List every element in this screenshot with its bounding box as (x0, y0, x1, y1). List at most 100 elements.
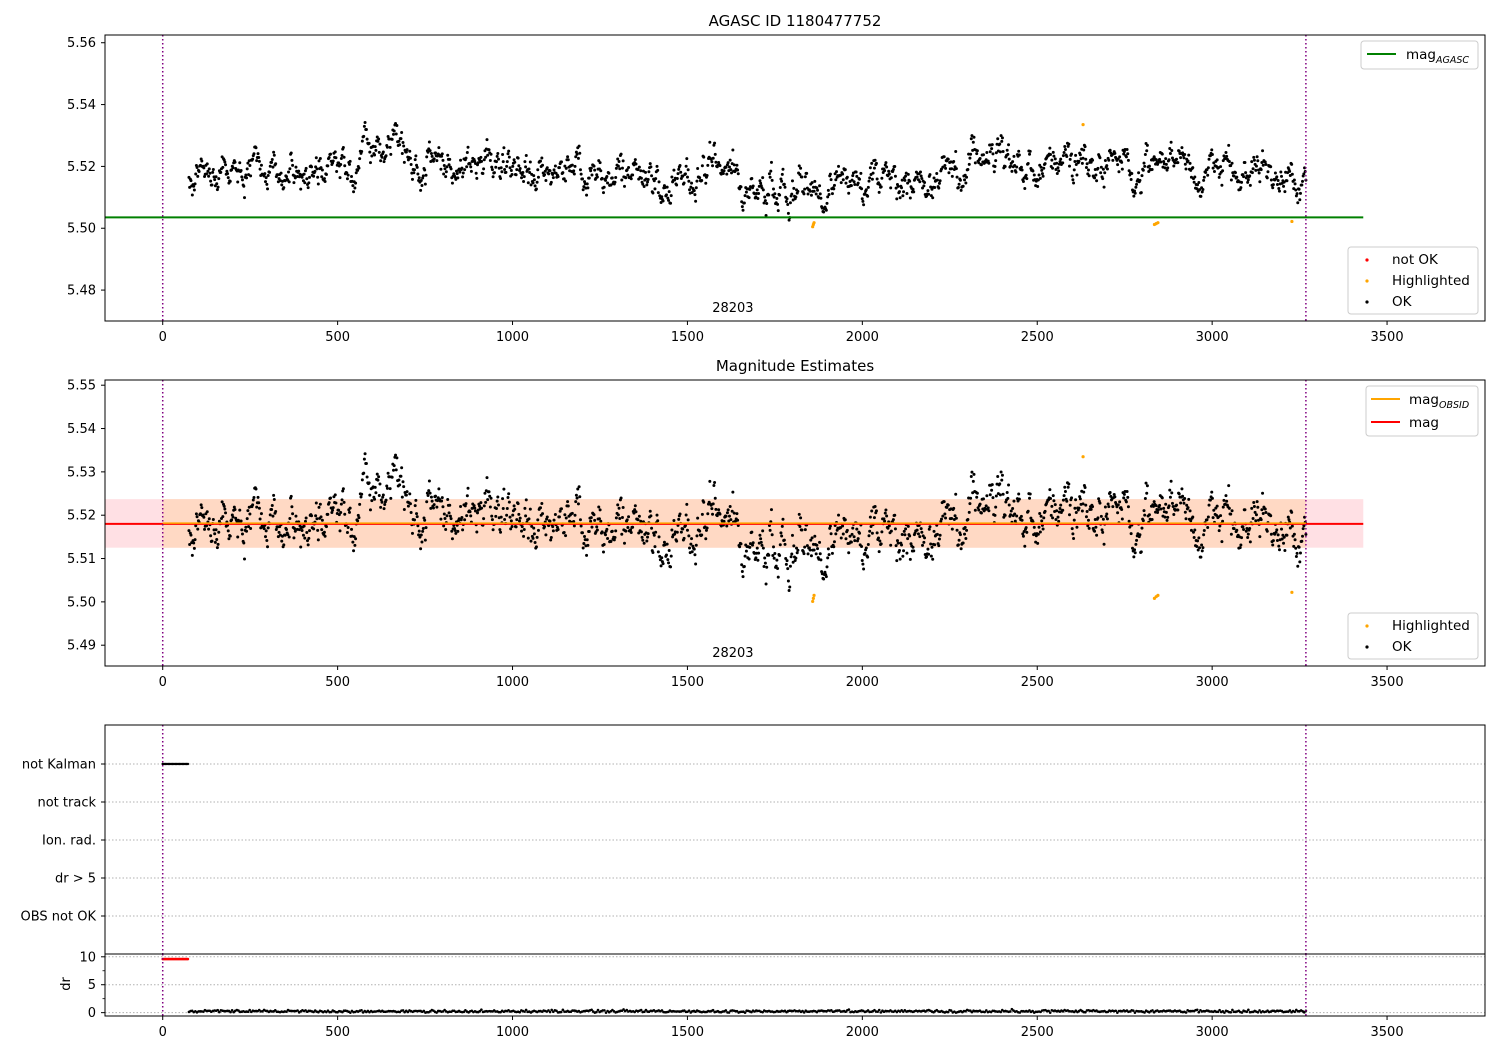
ok-point (486, 498, 490, 502)
ok-point (219, 170, 223, 174)
ok-point (331, 508, 335, 512)
ok-point (686, 518, 690, 522)
ok-point (522, 534, 526, 538)
ok-point (1054, 167, 1058, 171)
ok-point (192, 188, 196, 192)
ok-point (938, 179, 942, 183)
ok-point (1112, 493, 1116, 497)
ok-point (889, 186, 893, 190)
ok-point (579, 524, 583, 528)
ok-point (299, 187, 303, 191)
ok-point (722, 519, 726, 523)
ok-point (601, 550, 605, 554)
ok-point (1063, 485, 1067, 489)
ok-point (969, 152, 973, 156)
ok-point (1052, 499, 1056, 503)
ok-point (437, 146, 441, 150)
ok-point (704, 181, 708, 185)
ok-point (1082, 148, 1086, 152)
ok-point (390, 137, 394, 141)
ok-point (543, 525, 547, 529)
ok-point (419, 547, 423, 551)
ok-point (505, 506, 509, 510)
ok-point (1039, 514, 1043, 518)
ok-point (1230, 509, 1234, 513)
ok-point (322, 177, 326, 181)
ok-point (648, 509, 652, 513)
ok-point (1007, 483, 1011, 487)
panel-magnitude-ok-points (187, 452, 1308, 592)
ok-point (450, 529, 454, 533)
ok-point (1212, 508, 1216, 512)
ok-point (700, 179, 704, 182)
ok-point (1138, 178, 1142, 182)
ok-point (1172, 513, 1176, 517)
ok-point (1083, 145, 1087, 149)
dr-point (711, 1008, 715, 1012)
ok-point (829, 178, 833, 182)
ok-point (604, 178, 608, 182)
ok-point (440, 496, 444, 500)
ok-point (1264, 511, 1268, 514)
ok-point (1276, 178, 1280, 182)
y-tick-label: 5.54 (67, 98, 96, 113)
ok-point (1195, 187, 1199, 191)
ok-point (1070, 496, 1074, 500)
ok-point (1068, 164, 1071, 168)
ok-point (795, 551, 799, 555)
ok-point (1019, 514, 1023, 518)
ok-point (724, 165, 728, 169)
ok-point (1003, 513, 1007, 517)
ok-point (401, 480, 405, 484)
ok-point (1081, 156, 1085, 160)
ok-point (424, 173, 428, 177)
ok-point (1202, 175, 1206, 179)
ok-point (1206, 166, 1210, 170)
ok-point (779, 531, 783, 535)
ok-point (335, 170, 339, 174)
ok-point (642, 184, 646, 188)
ok-point (1250, 160, 1254, 164)
ok-point (822, 577, 826, 581)
highlighted-point (811, 596, 815, 601)
ok-point (327, 155, 331, 159)
ok-point (760, 543, 764, 547)
legend-marker-highlighted (1365, 624, 1369, 628)
ok-point (482, 167, 486, 171)
ok-point (667, 561, 671, 565)
ok-point (1054, 517, 1058, 521)
ok-point (900, 186, 904, 190)
ok-point (941, 165, 945, 169)
ok-point (931, 557, 935, 561)
ok-point (991, 152, 995, 156)
ok-point (386, 134, 390, 138)
ok-point (1274, 530, 1278, 534)
ok-point (1244, 171, 1248, 175)
ok-point (524, 498, 528, 502)
dr-point (248, 1008, 251, 1012)
ok-point (1295, 192, 1299, 196)
ok-point (326, 512, 330, 516)
ok-point (971, 479, 975, 483)
ok-point (659, 564, 663, 568)
dr-point (349, 1011, 352, 1014)
ok-point (352, 190, 356, 194)
ok-point (255, 159, 259, 163)
ok-point (251, 503, 255, 507)
ok-point (640, 535, 644, 539)
ok-point (469, 169, 473, 173)
legend-frame (1347, 246, 1479, 315)
ok-point (1168, 152, 1172, 156)
ok-point (484, 155, 488, 159)
x-tick-label: 1000 (496, 1025, 529, 1040)
ok-point (263, 172, 267, 176)
ok-point (598, 161, 602, 165)
ok-point (1296, 201, 1300, 205)
ok-point (935, 172, 939, 176)
ok-point (1290, 162, 1294, 166)
ok-point (230, 518, 234, 522)
ok-point (544, 533, 548, 537)
ok-point (681, 527, 685, 531)
ok-point (1290, 524, 1294, 528)
ok-point (342, 155, 346, 159)
